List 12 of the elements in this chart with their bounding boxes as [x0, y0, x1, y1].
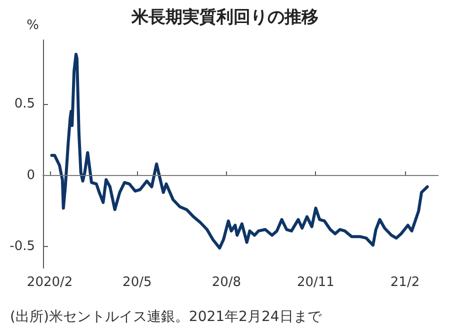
y-tick-label: 0 — [26, 168, 35, 183]
y-axis-title: % — [26, 18, 39, 33]
x-tick-label: 20/8 — [212, 275, 242, 290]
chart-title: 米長期実質利回りの推移 — [130, 8, 318, 28]
x-tick-label: 21/2 — [390, 275, 420, 290]
x-tick-label: 20/11 — [296, 275, 334, 290]
x-tick-label: 2020/2 — [26, 275, 73, 290]
line-series — [50, 52, 429, 250]
y-tick-label: -0.5 — [10, 239, 35, 254]
text: (出所)米セントルイス連銀。2021年2月24日まで — [10, 309, 322, 325]
x-tick-label: 20/5 — [122, 275, 152, 290]
y-tick-label: 0.5 — [14, 96, 35, 112]
